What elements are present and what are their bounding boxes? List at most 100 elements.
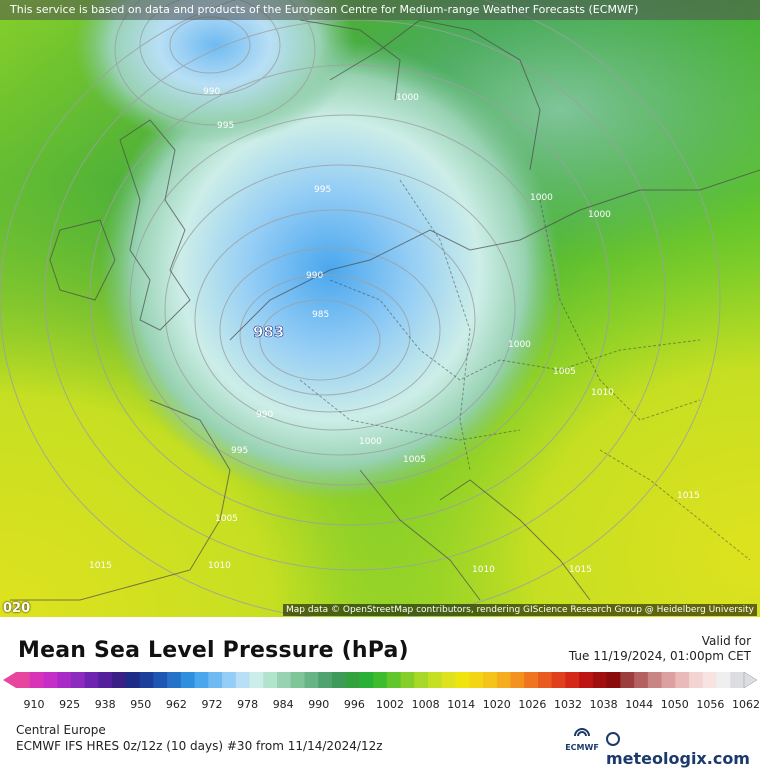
pressure-label: 985 xyxy=(312,310,329,320)
pressure-label: 995 xyxy=(314,185,331,195)
pressure-label: 1010 xyxy=(208,561,231,571)
colorbar-right-arrow xyxy=(743,671,758,689)
colorbar-segment xyxy=(359,672,374,688)
pressure-map[interactable]: 990 995 1000 995 1000 1000 990 985 1000 … xyxy=(0,0,760,617)
colorbar-segment xyxy=(400,672,415,688)
colorbar-segment xyxy=(524,672,539,688)
colorbar-segment xyxy=(551,672,567,688)
colorbar-tick-label: 996 xyxy=(344,698,365,711)
pressure-labels: 990 995 1000 995 1000 1000 990 985 1000 … xyxy=(89,87,700,575)
colorbar-segment xyxy=(620,672,635,688)
colorbar-tick-label: 1032 xyxy=(554,698,582,711)
pressure-label: 1000 xyxy=(396,93,419,103)
colorbar-tick-label: 1008 xyxy=(412,698,440,711)
chart-title: Mean Sea Level Pressure (hPa) xyxy=(18,638,409,663)
colorbar-segment xyxy=(276,672,292,688)
ecmwf-banner: This service is based on data and produc… xyxy=(0,0,760,20)
colorbar-segment xyxy=(441,672,457,688)
colorbar-segment xyxy=(290,672,306,688)
colorbar-segment xyxy=(57,672,72,688)
colorbar-tick-label: 978 xyxy=(237,698,258,711)
colorbar-segment xyxy=(235,672,251,688)
coastlines xyxy=(10,19,760,601)
pressure-label: 990 xyxy=(256,410,273,420)
colorbar-segment xyxy=(194,672,209,688)
pressure-label: 1015 xyxy=(677,491,700,501)
colorbar-tick-label: 910 xyxy=(24,698,45,711)
colorbar-tick-label: 984 xyxy=(273,698,294,711)
colorbar-tick-label: 990 xyxy=(308,698,329,711)
colorbar-segment xyxy=(70,672,86,688)
isobars xyxy=(0,0,721,617)
colorbar-segment xyxy=(304,672,319,688)
colorbar-segment xyxy=(661,672,676,688)
pressure-label: 1015 xyxy=(569,565,592,575)
colorbar-segment xyxy=(675,672,690,688)
colorbar-segment xyxy=(331,672,347,688)
colorbar-segment xyxy=(510,672,525,688)
colorbar-segment xyxy=(125,672,141,688)
colorbar-tick-label: 1062 xyxy=(732,698,760,711)
colorbar-segment xyxy=(29,672,45,688)
colorbar-tick-label: 1038 xyxy=(590,698,618,711)
pressure-label: 995 xyxy=(217,121,234,131)
borders xyxy=(299,179,751,561)
colorbar-segment xyxy=(16,672,31,688)
pressure-label: 1010 xyxy=(591,388,614,398)
low-center-label: 983 xyxy=(253,323,284,341)
colorbar-segment xyxy=(373,672,388,688)
colorbar-segment xyxy=(386,672,402,688)
pressure-label: 1005 xyxy=(215,514,238,524)
colorbar-segment xyxy=(606,672,621,688)
pressure-label: 1005 xyxy=(403,455,426,465)
colorbar-tick-label: 1014 xyxy=(447,698,475,711)
colorbar-segment xyxy=(98,672,113,688)
colorbar-segment xyxy=(565,672,580,688)
pressure-label: 990 xyxy=(306,271,323,281)
colorbar-segment xyxy=(167,672,182,688)
region-label: Central Europe xyxy=(16,723,106,737)
meteologix-logo[interactable]: meteologix.com xyxy=(606,730,760,768)
pressure-label: 1000 xyxy=(508,340,531,350)
colorbar-segment xyxy=(592,672,608,688)
valid-label: Valid for xyxy=(701,634,751,648)
colorbar-segment xyxy=(716,672,731,688)
colorbar-segment xyxy=(483,672,498,688)
ecmwf-logo[interactable]: ECMWF xyxy=(562,724,602,752)
colorbar-left-arrow xyxy=(3,672,16,688)
colorbar-segment xyxy=(647,672,663,688)
colorbar-segment xyxy=(455,672,470,688)
pressure-label: 990 xyxy=(203,87,220,97)
colorbar-segment xyxy=(208,672,223,688)
pressure-label: 1000 xyxy=(530,193,553,203)
colorbar-segment xyxy=(579,672,594,688)
colorbar-tick-label: 938 xyxy=(95,698,116,711)
valid-time: Tue 11/19/2024, 01:00pm CET xyxy=(568,649,751,663)
colorbar-segment xyxy=(730,672,745,688)
colorbar-tick-label: 1026 xyxy=(518,698,546,711)
colorbar-segment xyxy=(222,672,237,688)
colorbar-tick-label: 972 xyxy=(202,698,223,711)
colorbar-segment xyxy=(702,672,718,688)
colorbar-segment xyxy=(496,672,512,688)
colorbar: 910 925 938 950 962 972 978 984 990 996 1002 1008 10… xyxy=(3,671,760,711)
pressure-label: 1005 xyxy=(553,367,576,377)
pressure-label: 1000 xyxy=(588,210,611,220)
brand-text: meteologix.com xyxy=(606,749,750,768)
colorbar-tick-label: 1044 xyxy=(625,698,653,711)
meteologix-icon xyxy=(606,732,620,746)
pressure-label: 1000 xyxy=(359,437,382,447)
map-attribution: Map data © OpenStreetMap contributors, r… xyxy=(283,604,757,616)
colorbar-segment xyxy=(414,672,429,688)
colorbar-segment xyxy=(263,672,278,688)
ecmwf-logo-text: ECMWF xyxy=(565,743,599,752)
ecmwf-logo-icon xyxy=(574,728,590,737)
colorbar-tick-label: 962 xyxy=(166,698,187,711)
colorbar-segment xyxy=(318,672,333,688)
colorbar-segment xyxy=(249,672,264,688)
colorbar-segment xyxy=(180,672,196,688)
colorbar-tick-label: 1056 xyxy=(696,698,724,711)
colorbar-segment xyxy=(689,672,704,688)
colorbar-segment xyxy=(43,672,58,688)
pressure-label: 1010 xyxy=(472,565,495,575)
